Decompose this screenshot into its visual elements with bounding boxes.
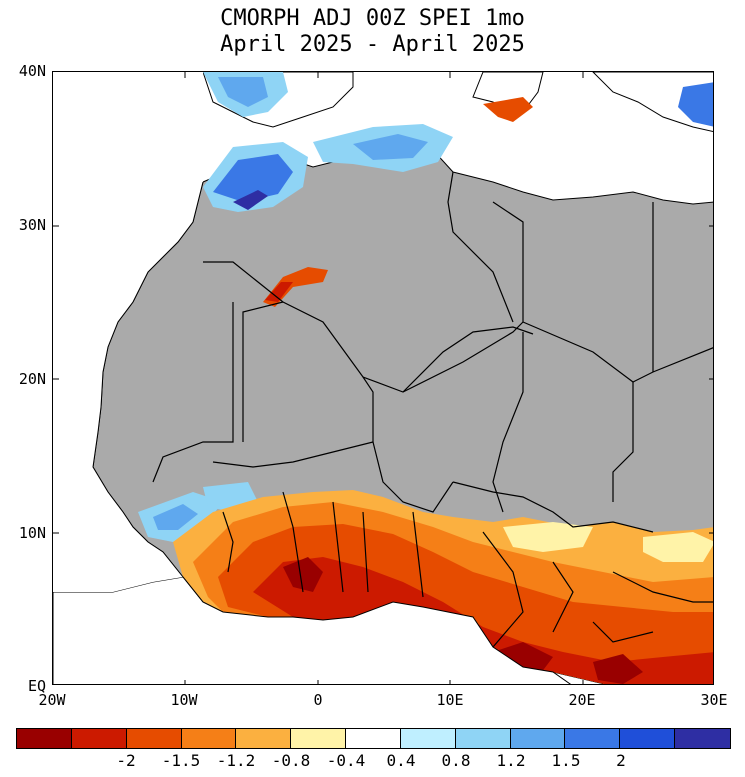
colorbar-segment [675,729,730,748]
colorbar [16,728,731,749]
lon-label-30e: 30E [700,691,728,709]
neutral-patch-ca [503,522,593,552]
neutral-patch-east [643,532,713,562]
colorbar-label: 0.4 [386,751,416,770]
dry-core-1 [283,557,323,592]
colorbar-label: 1.2 [496,751,526,770]
colorbar-segment [510,729,566,748]
colorbar-label: 1.5 [551,751,581,770]
colorbar-segment [291,729,347,748]
colorbar-segment [455,729,511,748]
wet-patch-iberia-core [218,77,268,107]
colorbar-segment [236,729,292,748]
colorbar-label: 0.8 [441,751,471,770]
lat-label-30n: 30N [18,216,46,234]
lon-label-20e: 20E [568,691,596,709]
wet-patch-greece [678,82,713,127]
colorbar-segment [400,729,456,748]
colorbar-segment [181,729,237,748]
lat-label-20n: 20N [18,370,46,388]
map-title-line1: CMORPH ADJ 00Z SPEI 1mo [220,6,525,31]
wet-patch-morocco-core [233,190,268,210]
dry-core-3 [593,654,643,684]
colorbar-label: -0.8 [271,751,311,770]
colorbar-segment [17,729,72,748]
map-canvas [53,72,713,684]
lon-label-0: 0 [313,691,323,709]
wet-patch-algeria-core [353,134,428,160]
dry-streak-core [265,282,293,302]
greece-land [592,72,713,133]
colorbar-segment [565,729,621,748]
colorbar-label: -1.5 [161,751,201,770]
country-borders [152,171,713,648]
colorbar-label: 2 [616,751,626,770]
lat-label-40n: 40N [18,62,46,80]
colorbar-label: -0.4 [326,751,366,770]
map-title-line2: April 2025 - April 2025 [220,32,525,57]
map-ticks [53,72,713,684]
spei-map [52,71,714,685]
coastline-west [92,181,204,603]
colorbar-segment [71,729,127,748]
colorbar-label: -2 [116,751,136,770]
lon-label-10e: 10E [436,691,464,709]
lon-label-10w: 10W [170,691,198,709]
west-atlantic [53,72,203,592]
colorbar-segment [346,729,401,748]
lat-label-10n: 10N [18,524,46,542]
wet-patch-guinea-core [153,504,198,530]
colorbar-segment [126,729,182,748]
wet-patch-morocco-mid [213,154,293,202]
sicily-dry [483,97,533,122]
lat-label-eq: EQ [27,677,46,695]
colorbar-segment [620,729,676,748]
lon-label-20w: 20W [38,691,66,709]
colorbar-label: -1.2 [216,751,256,770]
